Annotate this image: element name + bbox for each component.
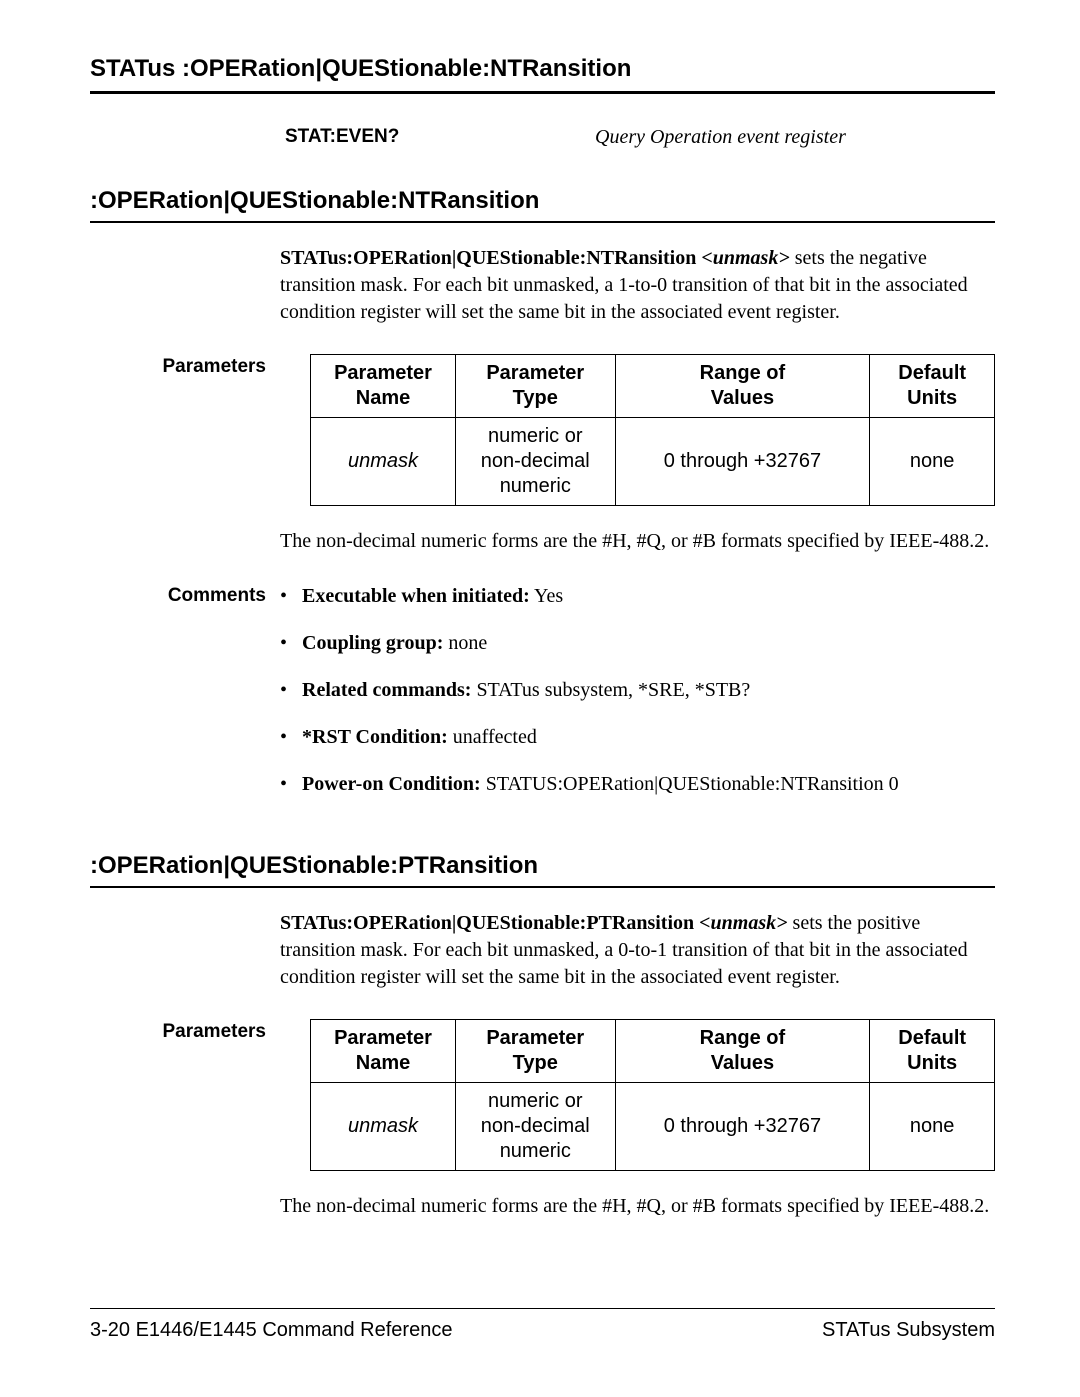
th-default-l1: Default: [898, 1027, 966, 1049]
th-type: Parameter Type: [456, 355, 615, 418]
th-default: Default Units: [870, 355, 995, 418]
comment-val: none: [443, 632, 487, 654]
section2-intro: STATus:OPERation|QUEStionable:PTRansitio…: [280, 910, 995, 991]
comment-key: Coupling group:: [302, 632, 443, 654]
footer-right: STATus Subsystem: [822, 1319, 995, 1342]
comment-val: STATUS:OPERation|QUEStionable:NTRansitio…: [481, 773, 899, 795]
th-range: Range of Values: [615, 1020, 870, 1083]
section1-comments-content: Executable when initiated: Yes Coupling …: [280, 583, 995, 818]
footer-left: 3-20 E1446/E1445 Command Reference: [90, 1319, 452, 1342]
table-header-row: Parameter Name Parameter Type Range of Valu…: [311, 355, 995, 418]
th-default-l2: Units: [907, 1052, 957, 1074]
section1-params-row: Parameters Parameter Name Parameter Type R…: [90, 354, 995, 506]
td-range: 0 through +32767: [615, 418, 870, 506]
section1-rule: [90, 221, 995, 223]
section1-comments-label: Comments: [90, 583, 280, 818]
th-name-l1: Parameter: [334, 362, 432, 384]
td-name: unmask: [311, 418, 456, 506]
section1-intro-bold: STATus:OPERation|QUEStionable:NTRansitio…: [280, 247, 701, 269]
td-default: none: [870, 1083, 995, 1171]
th-type-l1: Parameter: [486, 1027, 584, 1049]
comment-val: STATus subsystem, *SRE, *STB?: [471, 679, 750, 701]
table-header-row: Parameter Name Parameter Type Range of Valu…: [311, 1020, 995, 1083]
td-type: numeric or non-decimal numeric: [456, 418, 615, 506]
comment-val: Yes: [530, 585, 563, 607]
th-default-l2: Units: [907, 387, 957, 409]
page-title-rule: [90, 91, 995, 94]
query-row: STAT:EVEN? Query Operation event registe…: [90, 126, 995, 149]
page: STATus :OPERation|QUEStionable:NTRansiti…: [0, 0, 1080, 1397]
section1-comments-row: Comments Executable when initiated: Yes …: [90, 583, 995, 818]
footer: 3-20 E1446/E1445 Command Reference STATu…: [90, 1308, 995, 1342]
section2-params-content: Parameter Name Parameter Type Range of Valu…: [280, 1019, 995, 1171]
th-range-l2: Values: [711, 1052, 774, 1074]
section2-intro-param: <unmask>: [699, 912, 787, 934]
td-range: 0 through +32767: [615, 1083, 870, 1171]
section2-param-table: Parameter Name Parameter Type Range of Valu…: [310, 1019, 995, 1171]
section1-note: The non-decimal numeric forms are the #H…: [280, 528, 995, 555]
th-name: Parameter Name: [311, 355, 456, 418]
th-range-l1: Range of: [700, 1027, 786, 1049]
th-type-l2: Type: [513, 1052, 558, 1074]
comment-key: Executable when initiated:: [302, 585, 530, 607]
td-name: unmask: [311, 1083, 456, 1171]
comment-key: *RST Condition:: [302, 726, 448, 748]
th-type-l2: Type: [513, 387, 558, 409]
td-default: none: [870, 418, 995, 506]
list-item: Coupling group: none: [280, 630, 995, 657]
th-type: Parameter Type: [456, 1020, 615, 1083]
th-range: Range of Values: [615, 355, 870, 418]
query-description: Query Operation event register: [595, 126, 846, 149]
section1-intro: STATus:OPERation|QUEStionable:NTRansitio…: [280, 245, 995, 326]
list-item: Executable when initiated: Yes: [280, 583, 995, 610]
comment-val: unaffected: [448, 726, 537, 748]
section1-params-content: Parameter Name Parameter Type Range of Valu…: [280, 354, 995, 506]
th-default: Default Units: [870, 1020, 995, 1083]
list-item: Power-on Condition: STATUS:OPERation|QUE…: [280, 771, 995, 798]
table-row: unmask numeric or non-decimal numeric 0 …: [311, 1083, 995, 1171]
section1-heading: :OPERation|QUEStionable:NTRansition: [90, 187, 995, 215]
comments-list: Executable when initiated: Yes Coupling …: [280, 583, 995, 798]
section1-intro-param: <unmask>: [701, 247, 789, 269]
footer-rule: [90, 1308, 995, 1309]
list-item: *RST Condition: unaffected: [280, 724, 995, 751]
comment-key: Power-on Condition:: [302, 773, 481, 795]
th-name: Parameter Name: [311, 1020, 456, 1083]
list-item: Related commands: STATus subsystem, *SRE…: [280, 677, 995, 704]
section2-heading: :OPERation|QUEStionable:PTRansition: [90, 852, 995, 880]
section1-param-table: Parameter Name Parameter Type Range of Valu…: [310, 354, 995, 506]
th-default-l1: Default: [898, 362, 966, 384]
th-name-l1: Parameter: [334, 1027, 432, 1049]
section2-intro-bold: STATus:OPERation|QUEStionable:PTRansitio…: [280, 912, 699, 934]
page-title: STATus :OPERation|QUEStionable:NTRansiti…: [90, 55, 995, 83]
th-name-l2: Name: [356, 387, 410, 409]
th-range-l2: Values: [711, 387, 774, 409]
section1-params-label: Parameters: [90, 354, 280, 506]
table-row: unmask numeric or non-decimal numeric 0 …: [311, 418, 995, 506]
footer-line: 3-20 E1446/E1445 Command Reference STATu…: [90, 1319, 995, 1342]
th-name-l2: Name: [356, 1052, 410, 1074]
query-command: STAT:EVEN?: [285, 126, 595, 149]
section2-params-row: Parameters Parameter Name Parameter Type R…: [90, 1019, 995, 1171]
section2-note: The non-decimal numeric forms are the #H…: [280, 1193, 995, 1220]
section2-params-label: Parameters: [90, 1019, 280, 1171]
comment-key: Related commands:: [302, 679, 471, 701]
th-type-l1: Parameter: [486, 362, 584, 384]
section2-rule: [90, 886, 995, 888]
td-type: numeric or non-decimal numeric: [456, 1083, 615, 1171]
th-range-l1: Range of: [700, 362, 786, 384]
